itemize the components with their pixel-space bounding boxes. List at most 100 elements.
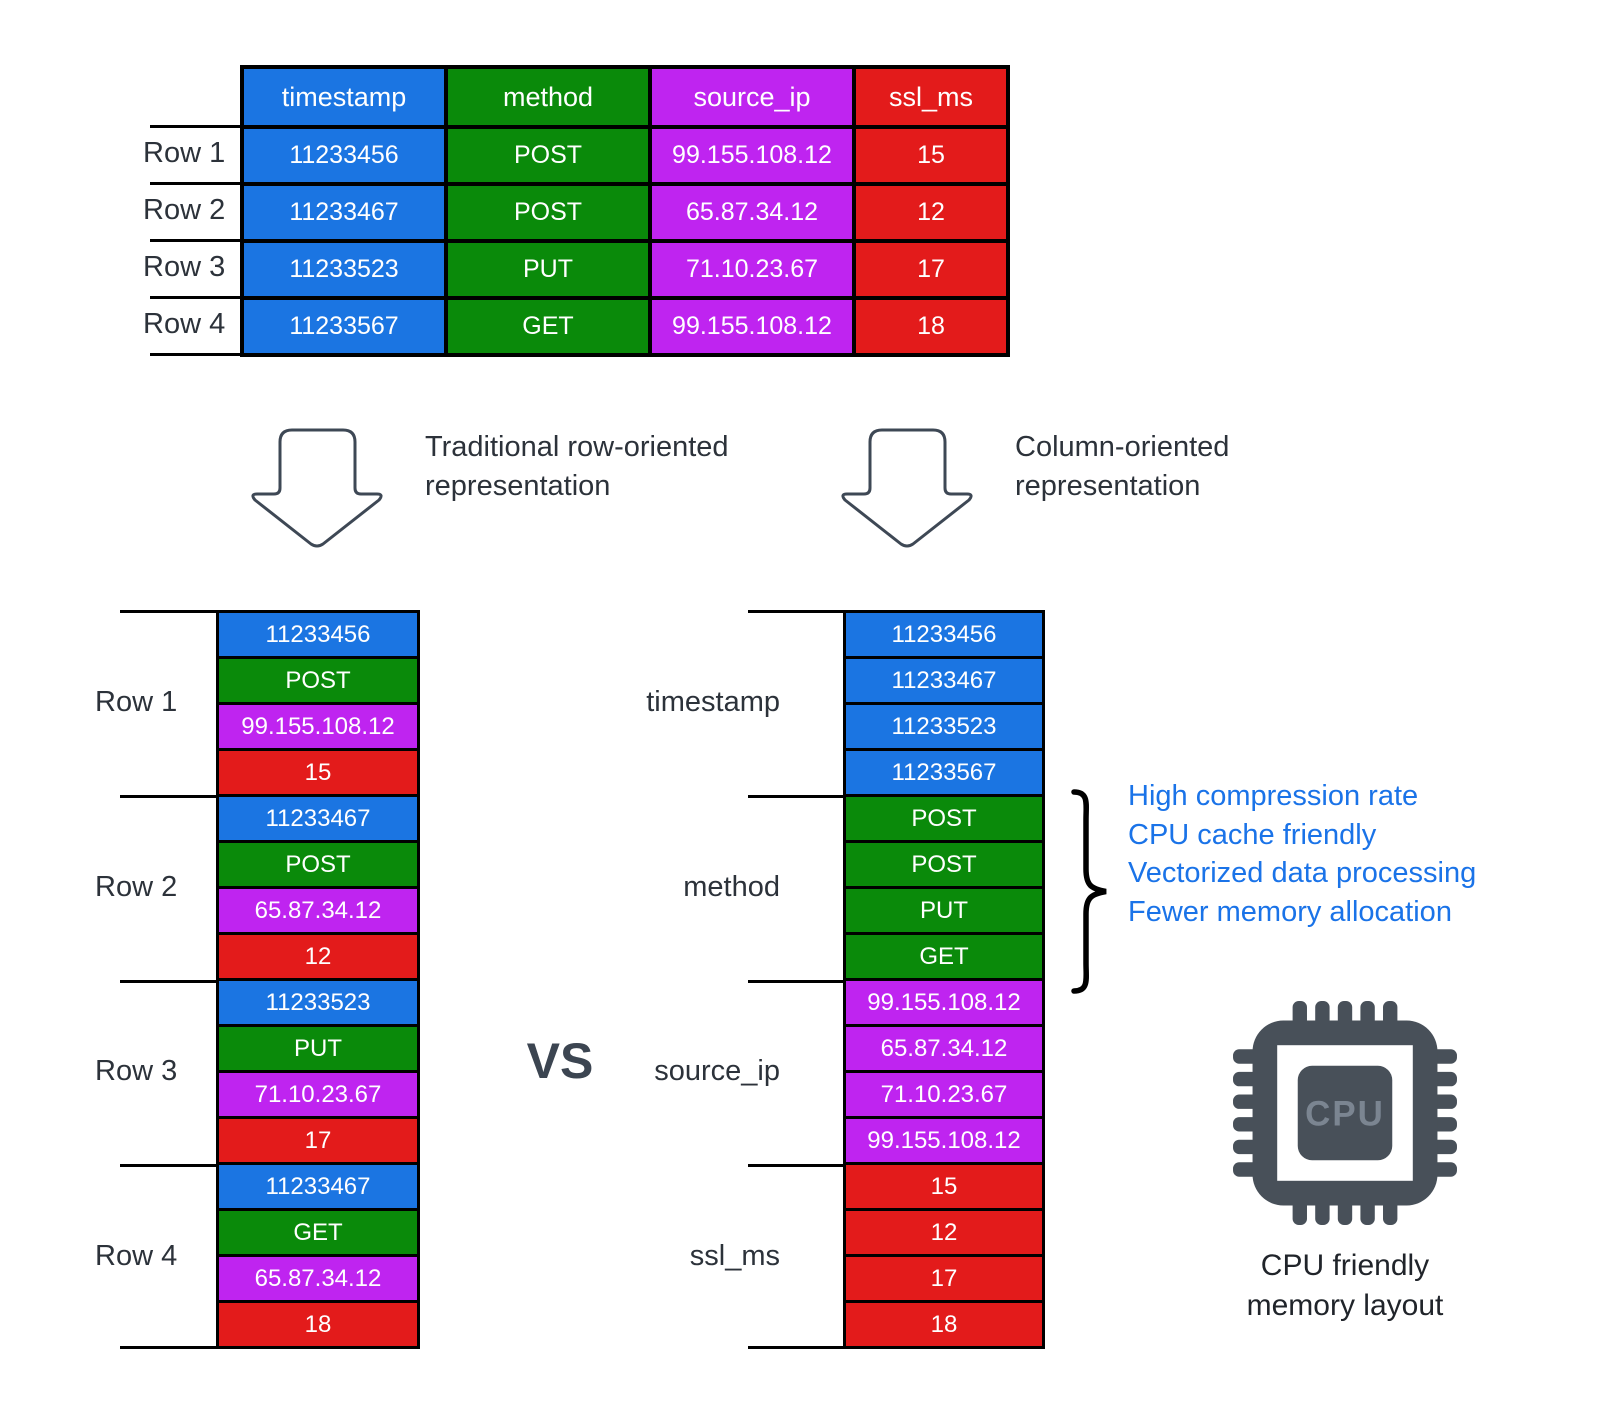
stack-cell: 11233523 [846, 705, 1042, 748]
stack-cell: 18 [219, 1303, 417, 1346]
table-cell: 17 [856, 243, 1006, 296]
stack-cell: 71.10.23.67 [846, 1073, 1042, 1116]
stack-cell: 15 [846, 1165, 1042, 1208]
column-group-label: source_ip [654, 1055, 780, 1088]
stack-cell: 71.10.23.67 [219, 1073, 417, 1116]
column-header: source_ip [652, 69, 852, 125]
cpu-die [1297, 1065, 1393, 1161]
row-group-tick [120, 610, 216, 613]
table-row-tick [150, 239, 240, 242]
stack-cell: POST [219, 843, 417, 886]
row-group-label: Row 4 [95, 1240, 178, 1273]
benefit-text: Vectorized data processing [1128, 857, 1477, 889]
stack-cell: GET [219, 1211, 417, 1254]
down-arrow-column-icon [841, 428, 973, 548]
cpu-caption: CPU friendly memory layout [1195, 1246, 1495, 1326]
column-group-tick [748, 794, 843, 798]
column-arrow-label-line2: representation [1015, 470, 1201, 502]
column-group-tick [748, 1164, 843, 1168]
stack-cell: 11233567 [846, 751, 1042, 794]
column-oriented-stack: 11233456 11233467 11233523 11233567 POST POST… [843, 610, 1045, 1349]
table-cell: 99.155.108.12 [652, 300, 852, 353]
table-cell: 99.155.108.12 [652, 129, 852, 182]
stack-cell: 65.87.34.12 [846, 1027, 1042, 1070]
stack-cell: 11233467 [219, 797, 417, 840]
table-cell: 12 [856, 186, 1006, 239]
stack-cell: 11233467 [846, 659, 1042, 702]
stack-cell: 99.155.108.12 [846, 1119, 1042, 1162]
table-row-label: Row 4 [143, 308, 226, 340]
stack-cell: 99.155.108.12 [846, 981, 1042, 1024]
table-cell: GET [448, 300, 648, 353]
row-group-tick [120, 1164, 216, 1168]
column-group-tick [748, 610, 843, 613]
column-group-label: timestamp [646, 685, 780, 718]
row-group-tick [120, 979, 216, 983]
stack-cell: 12 [219, 935, 417, 978]
table-cell: 11233467 [244, 186, 444, 239]
column-header: method [448, 69, 648, 125]
stack-cell: 65.87.34.12 [219, 889, 417, 932]
table-cell: 65.87.34.12 [652, 186, 852, 239]
versus-label: VS [526, 1033, 594, 1089]
stack-cell: PUT [219, 1027, 417, 1070]
column-arrow-label: Column-oriented representation [1015, 428, 1229, 506]
cpu-caption-line2: memory layout [1246, 1289, 1444, 1322]
stack-cell: 17 [846, 1257, 1042, 1300]
table-cell: PUT [448, 243, 648, 296]
column-header: timestamp [244, 69, 444, 125]
table-row-tick [150, 125, 240, 128]
row-group-label: Row 2 [95, 870, 178, 903]
stack-cell: 18 [846, 1303, 1042, 1346]
column-group-label: ssl_ms [689, 1240, 780, 1273]
curly-brace-icon [1071, 789, 1107, 994]
row-group-label: Row 3 [95, 1055, 178, 1088]
row-arrow-label-line1: Traditional row-oriented [425, 431, 729, 463]
row-group-tick [120, 1346, 216, 1349]
table-cell: 18 [856, 300, 1006, 353]
row-oriented-stack: 11233456 POST 99.155.108.12 15 11233467 POST 6… [216, 610, 420, 1349]
stack-cell: 12 [846, 1211, 1042, 1254]
table-row-label: Row 1 [143, 137, 226, 169]
column-group-tick [748, 979, 843, 983]
column-arrow-label-line1: Column-oriented [1015, 431, 1230, 463]
source-table: timestamp method source_ip ssl_ms 11233456 PO… [240, 65, 1010, 357]
stack-cell: 11233467 [219, 1165, 417, 1208]
table-row-tick [150, 182, 240, 185]
table-row-tick [150, 353, 240, 356]
benefit-text: CPU cache friendly [1128, 818, 1377, 851]
stack-cell: 11233456 [846, 613, 1042, 656]
stack-cell: GET [846, 935, 1042, 978]
stack-cell: 65.87.34.12 [219, 1257, 417, 1300]
column-group-label: method [683, 870, 780, 903]
column-header: ssl_ms [856, 69, 1006, 125]
stack-cell: POST [846, 843, 1042, 886]
stack-cell: 99.155.108.12 [219, 705, 417, 748]
cpu-chip-icon: CPU [1233, 1001, 1457, 1225]
stack-cell: 11233456 [219, 613, 417, 656]
benefits-list: High compression rate CPU cache friendly V… [1128, 777, 1476, 931]
column-group-tick [748, 1346, 843, 1349]
stack-cell: POST [219, 659, 417, 702]
table-row-tick [150, 296, 240, 299]
stack-cell: PUT [846, 889, 1042, 932]
row-group-tick [120, 794, 216, 798]
benefit-text: Fewer memory allocation [1128, 895, 1452, 928]
cpu-caption-line1: CPU friendly [1260, 1249, 1430, 1282]
table-cell: 11233523 [244, 243, 444, 296]
table-cell: 71.10.23.67 [652, 243, 852, 296]
stack-cell: 15 [219, 751, 417, 794]
table-cell: 15 [856, 129, 1006, 182]
stack-cell: 17 [219, 1119, 417, 1162]
table-cell: 11233456 [244, 129, 444, 182]
cpu-die-label: CPU [1305, 1094, 1385, 1133]
row-group-label: Row 1 [95, 685, 178, 718]
table-cell: 11233567 [244, 300, 444, 353]
table-row-label: Row 2 [143, 194, 226, 226]
row-arrow-label: Traditional row-oriented representation [425, 428, 729, 506]
stack-cell: 11233523 [219, 981, 417, 1024]
benefit-text: High compression rate [1128, 780, 1419, 812]
down-arrow-row-icon [251, 428, 383, 548]
table-cell: POST [448, 129, 648, 182]
